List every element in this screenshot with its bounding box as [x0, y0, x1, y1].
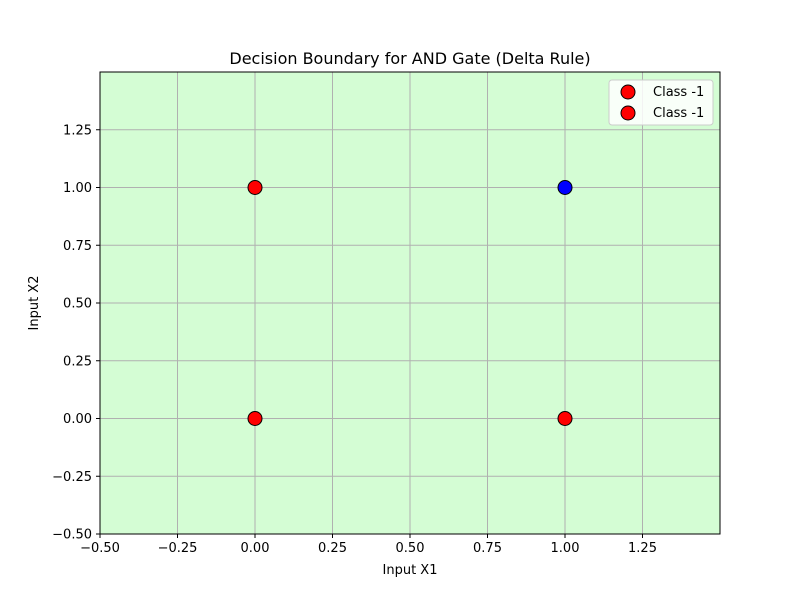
data-point [557, 411, 573, 426]
x-tick-label: 1.25 [628, 541, 657, 556]
data-point [557, 180, 573, 195]
y-tick-label: 0.50 [63, 297, 92, 312]
grid [99, 72, 720, 535]
chart-title: Decision Boundary for AND Gate (Delta Ru… [229, 49, 590, 68]
x-tick-label: 0.25 [318, 541, 347, 556]
legend-label-1: Class -1 [653, 85, 704, 100]
legend-marker-2 [620, 105, 636, 121]
y-axis-label: Input X2 [27, 276, 42, 331]
data-point [247, 180, 263, 195]
y-tick-label: 1.00 [63, 181, 92, 196]
y-tick-label: 0.25 [63, 354, 92, 369]
y-tick-label: 0.75 [63, 239, 92, 254]
y-tick-label: −0.25 [52, 470, 92, 485]
y-tick-label: −0.50 [52, 528, 92, 543]
legend-label-2: Class -1 [653, 106, 704, 121]
x-tick-label: 0.75 [473, 541, 502, 556]
x-axis-label: Input X1 [383, 563, 438, 578]
data-point [247, 411, 263, 426]
axis-ticks: −0.50 −0.25 0.00 0.25 0.50 0.75 1.00 1.25 −0.50 −… [52, 123, 657, 556]
x-tick-label: −0.25 [158, 541, 198, 556]
x-tick-label: −0.50 [80, 541, 120, 556]
legend: Class -1 Class -1 [608, 79, 714, 126]
legend-marker-1 [620, 84, 636, 100]
x-tick-label: 0.00 [241, 541, 270, 556]
data-points [247, 180, 573, 426]
x-tick-label: 0.50 [396, 541, 425, 556]
y-tick-label: 1.25 [63, 123, 92, 138]
x-tick-label: 1.00 [551, 541, 580, 556]
y-tick-label: 0.00 [63, 412, 92, 427]
